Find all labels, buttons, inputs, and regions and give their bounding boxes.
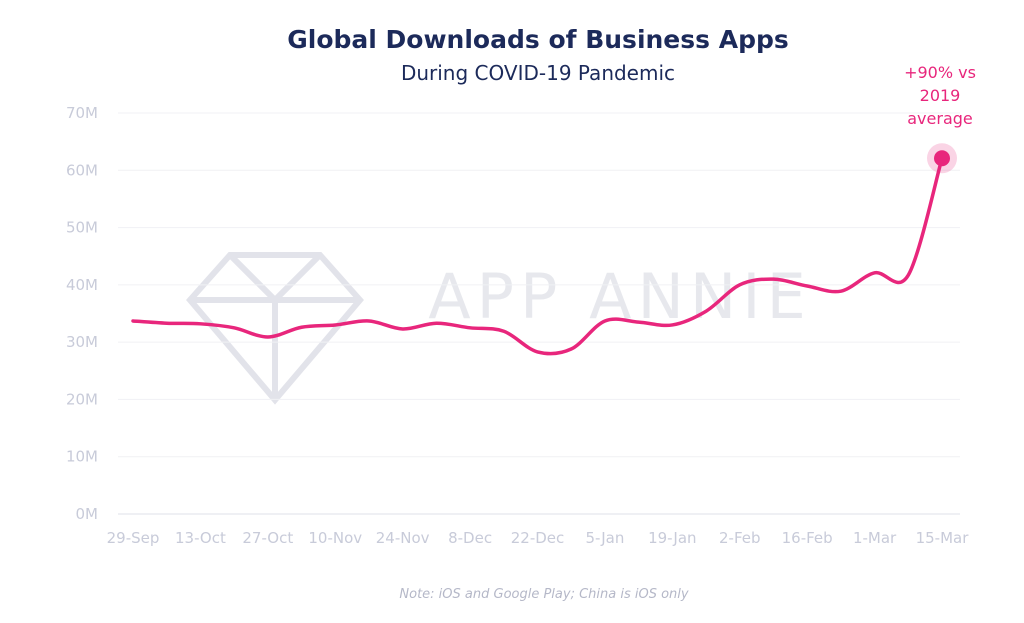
highlight-point (934, 150, 950, 167)
watermark-logo (186, 252, 364, 405)
x-tick-label: 13-Oct (175, 529, 226, 547)
x-tick-label: 29-Sep (107, 529, 160, 547)
y-tick-label: 20M (66, 390, 98, 408)
x-tick-label: 10-Nov (308, 529, 362, 547)
y-tick-label: 60M (66, 161, 98, 179)
footnote: Note: iOS and Google Play; China is iOS … (399, 587, 689, 602)
x-tick-label: 16-Feb (782, 529, 833, 547)
x-tick-label: 5-Jan (585, 529, 624, 547)
x-tick-label: 24-Nov (376, 529, 430, 547)
x-tick-label: 2-Feb (719, 529, 761, 547)
y-tick-label: 10M (66, 448, 98, 466)
y-tick-label: 70M (66, 104, 98, 122)
y-tick-label: 30M (66, 333, 98, 351)
annotation: +90% vs (904, 63, 976, 82)
x-tick-label: 1-Mar (853, 529, 897, 547)
x-tick-label: 22-Dec (511, 529, 565, 547)
y-tick-label: 50M (66, 219, 98, 237)
y-tick-label: 40M (66, 276, 98, 294)
series-line (131, 156, 944, 356)
y-tick-label: 0M (76, 505, 99, 523)
x-tick-label: 8-Dec (448, 529, 492, 547)
chart-subtitle: During COVID-19 Pandemic (401, 61, 675, 85)
x-tick-label: 15-Mar (916, 529, 970, 547)
annotation: 2019 (920, 86, 961, 105)
annotation: average (907, 109, 973, 128)
chart-title: Global Downloads of Business Apps (287, 25, 789, 54)
watermark-text: APP ANNIE (428, 260, 812, 333)
x-tick-label: 19-Jan (648, 529, 696, 547)
x-tick-label: 27-Oct (242, 529, 293, 547)
